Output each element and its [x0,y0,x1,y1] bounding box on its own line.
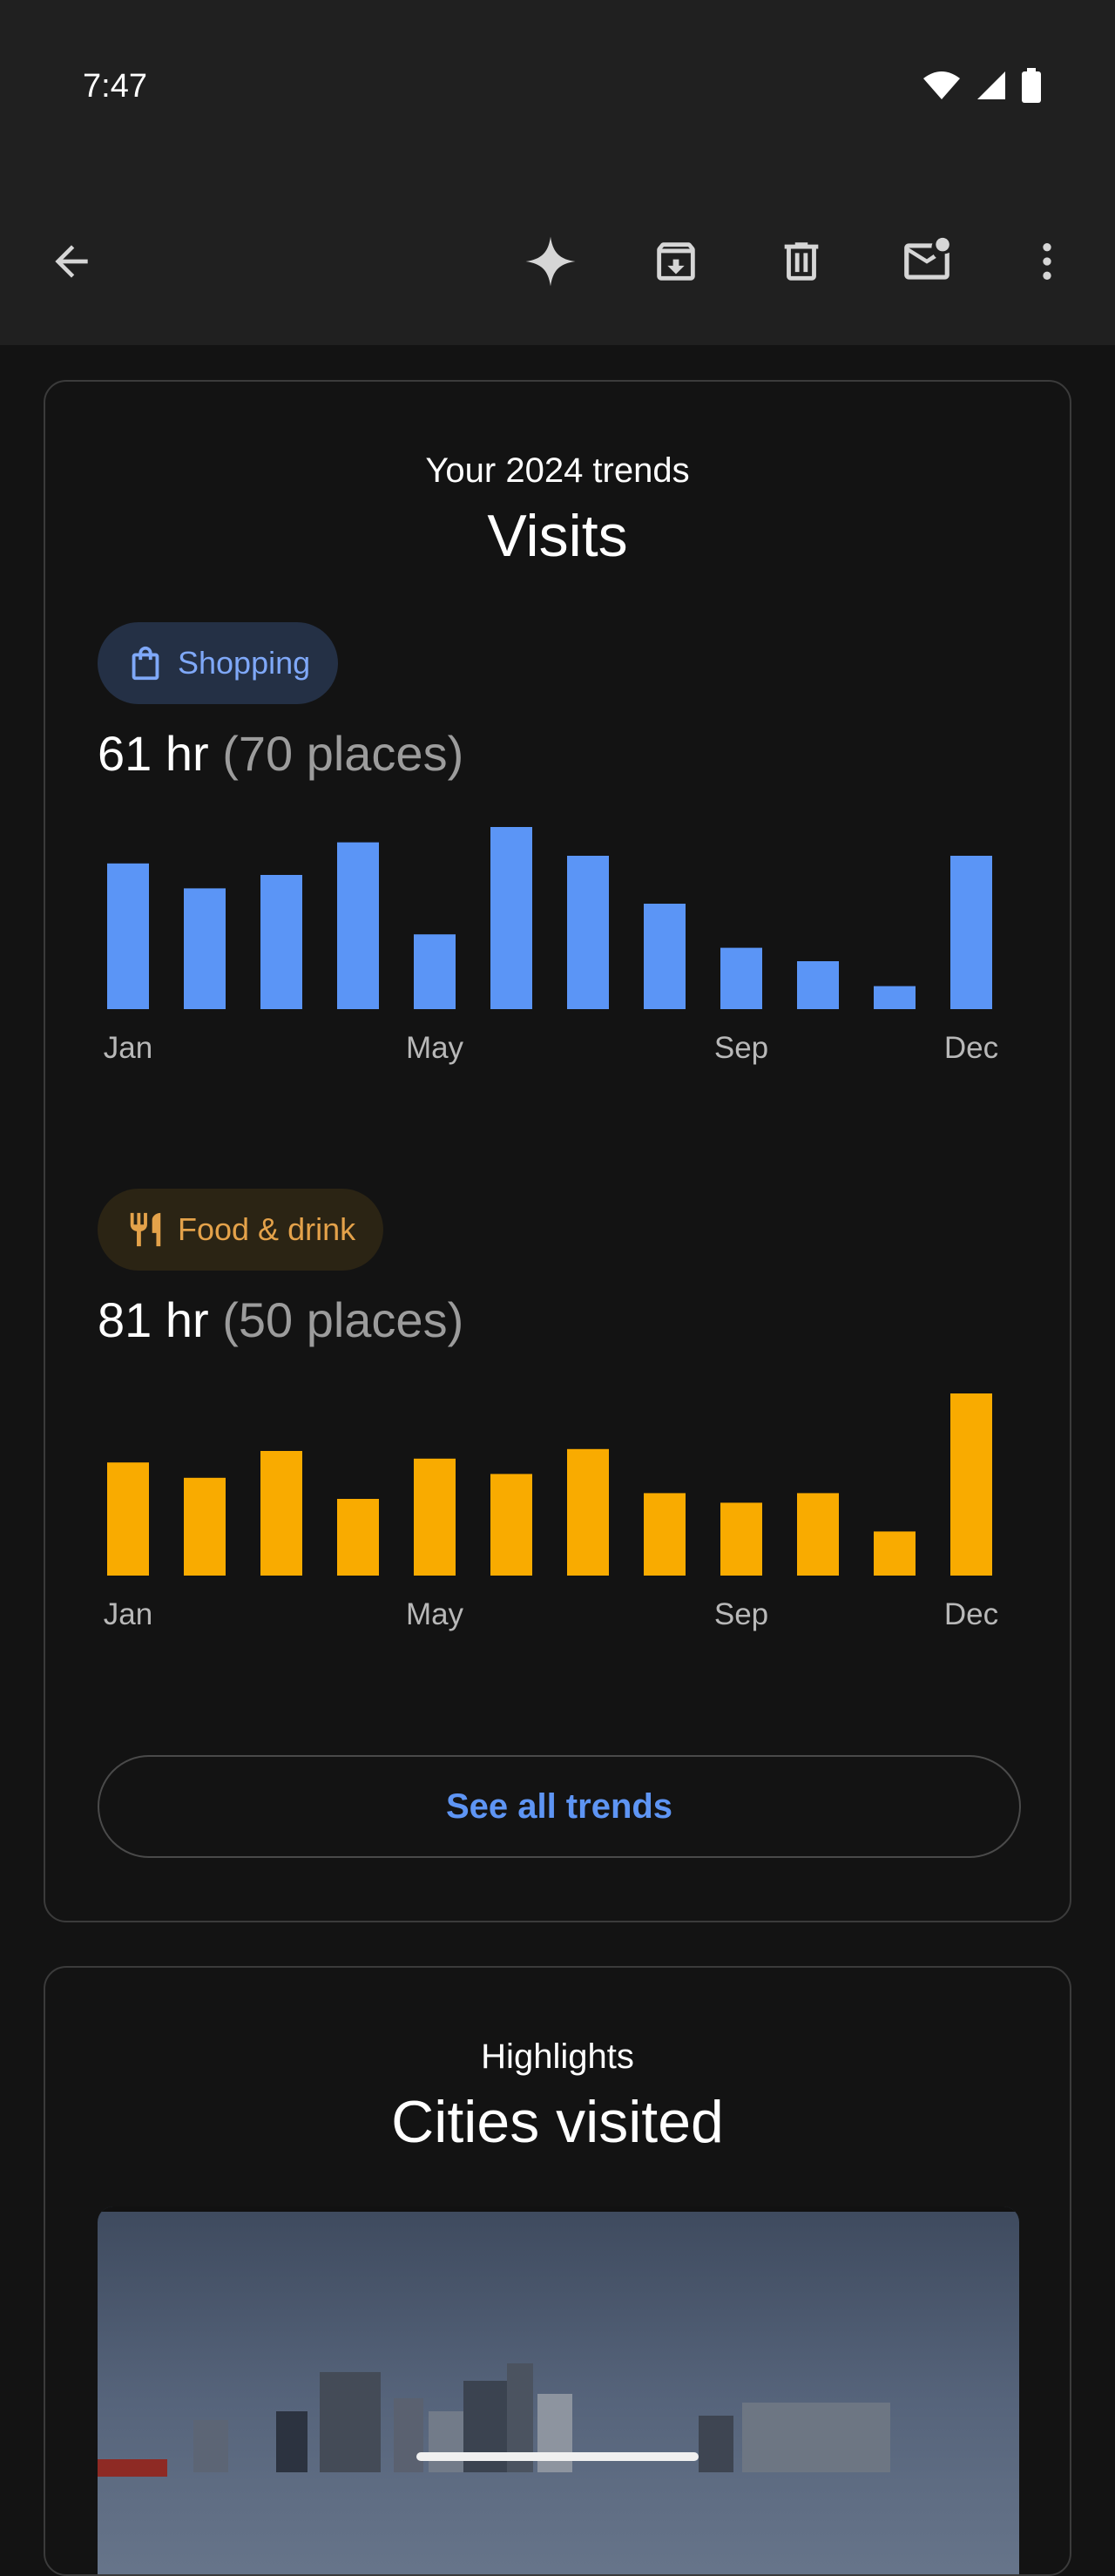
status-bar: 7:47 [0,0,1115,174]
fork-knife-icon [125,1210,166,1250]
bar-mar [260,875,302,1009]
city-photo[interactable] [98,2207,1019,2574]
food-stat: 81 hr (50 places) [98,1291,463,1348]
bar-jun [490,1474,532,1576]
battery-icon [1022,68,1041,103]
shopping-hours: 61 hr [98,726,209,781]
trash-icon [784,242,819,281]
bar-feb [184,1477,226,1576]
bar-nov [874,1531,916,1576]
bar-may [414,934,456,1009]
bar-nov [874,986,916,1009]
tick-label-jan: Jan [104,1031,152,1065]
trends-subtitle: Your 2024 trends [425,451,690,490]
more-vert-icon [1043,243,1051,280]
archive-button[interactable] [645,230,707,293]
signal-icon [977,71,1005,99]
mark-unread-icon [904,237,949,280]
shopping-bar-chart: Jan May Sep Dec [104,827,998,1065]
tick-label-jan: Jan [104,1597,152,1631]
tick-label-sep: Sep [714,1597,768,1631]
bar-oct [797,1493,839,1576]
bar-oct [797,961,839,1009]
bar-jul [567,856,609,1009]
bar-dec [950,856,992,1009]
trends-card: Your 2024 trends Visits Shopping 61 hr (… [44,380,1071,1922]
bar-sep [720,1502,762,1576]
highlights-card: Highlights Cities visited [44,1966,1071,2576]
back-arrow-icon [55,245,88,278]
bar-feb [184,888,226,1009]
home-gesture-handle[interactable] [416,2452,699,2461]
trends-title: Visits [487,503,628,569]
gemini-button[interactable] [519,230,582,293]
more-options-button[interactable] [1016,230,1078,293]
bar-apr [337,842,379,1009]
bar-jan [107,1462,149,1576]
city-skyline-image [98,2207,1019,2477]
shopping-places: (70 places) [222,726,464,781]
shopping-chip: Shopping [98,622,339,704]
back-button[interactable] [40,230,103,293]
food-chip-label: Food & drink [178,1211,356,1247]
shopping-bag-icon [125,643,166,683]
tick-label-dec: Dec [944,1031,998,1065]
bar-jul [567,1448,609,1576]
bar-mar [260,1451,302,1576]
food-hours: 81 hr [98,1292,209,1347]
status-time: 7:47 [83,68,147,105]
tick-label-may: May [406,1597,464,1631]
bar-jun [490,827,532,1009]
shopping-chip-label: Shopping [178,645,311,681]
bar-jan [107,863,149,1009]
tick-label-sep: Sep [714,1031,768,1065]
archive-icon [657,242,695,281]
see-all-trends-button[interactable]: See all trends [98,1755,1021,1858]
delete-button[interactable] [770,230,833,293]
bar-may [414,1458,456,1576]
tick-label-dec: Dec [944,1597,998,1631]
food-bar-chart: Jan May Sep Dec [104,1393,998,1631]
sparkle-icon [525,236,576,287]
tick-label-may: May [406,1031,464,1065]
bar-sep [720,947,762,1009]
wifi-icon [923,71,960,99]
bar-aug [644,1493,686,1576]
shopping-stat: 61 hr (70 places) [98,725,463,782]
highlights-subtitle: Highlights [481,2037,634,2076]
bar-apr [337,1499,379,1576]
food-drink-chip: Food & drink [98,1189,384,1271]
bar-dec [950,1393,992,1576]
highlights-title: Cities visited [391,2089,724,2155]
bar-aug [644,904,686,1009]
mark-unread-button[interactable] [895,230,958,293]
food-places: (50 places) [222,1292,464,1347]
